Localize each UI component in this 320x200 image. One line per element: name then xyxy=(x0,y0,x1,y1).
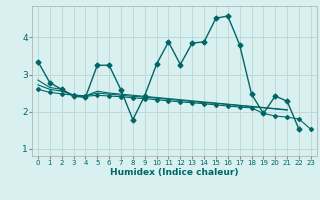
X-axis label: Humidex (Indice chaleur): Humidex (Indice chaleur) xyxy=(110,168,239,177)
